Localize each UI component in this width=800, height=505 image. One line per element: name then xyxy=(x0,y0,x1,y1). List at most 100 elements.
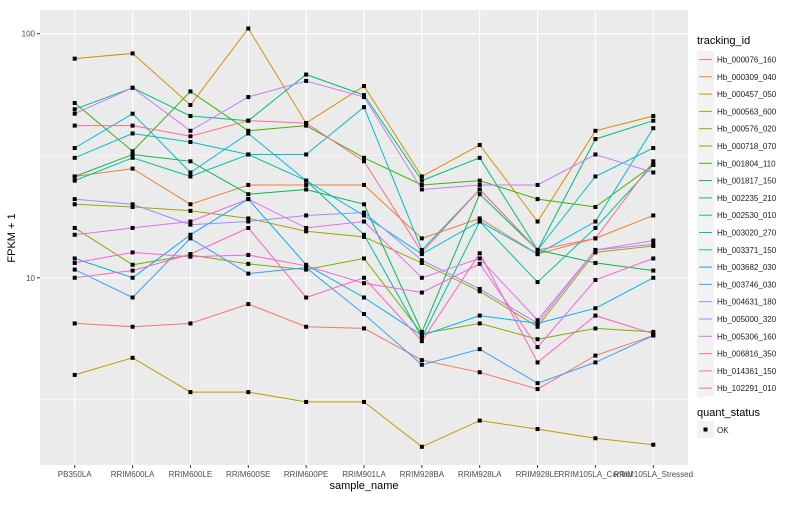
data-point xyxy=(72,123,77,128)
data-point xyxy=(593,225,598,230)
data-point xyxy=(477,155,482,160)
data-point xyxy=(593,260,598,265)
data-point xyxy=(188,89,193,94)
data-point xyxy=(188,390,193,395)
data-point xyxy=(535,219,540,224)
x-tick-label: RRIM928BA xyxy=(400,470,445,479)
data-point xyxy=(535,360,540,365)
x-tick-label: RRIM600LA xyxy=(111,470,155,479)
data-point xyxy=(477,289,482,294)
data-point xyxy=(188,128,193,133)
data-point xyxy=(362,95,366,100)
data-point xyxy=(419,187,424,192)
data-point xyxy=(130,295,135,300)
x-tick-label: RRIM901LA xyxy=(342,470,386,479)
data-point xyxy=(246,95,251,100)
data-point xyxy=(304,225,309,230)
legend-label: Hb_000076_160 xyxy=(717,56,777,65)
data-point xyxy=(362,213,366,218)
data-point xyxy=(72,256,77,261)
data-point xyxy=(246,182,251,187)
data-point xyxy=(246,197,251,202)
data-point xyxy=(304,295,309,300)
data-point xyxy=(419,290,424,295)
data-point xyxy=(362,159,366,164)
data-point xyxy=(362,275,366,280)
data-point xyxy=(419,260,424,265)
data-point xyxy=(72,178,77,183)
legend-label: Hb_014361_150 xyxy=(717,367,777,376)
data-point xyxy=(477,321,482,326)
x-tick-label: RRIM600SE xyxy=(226,470,270,479)
data-point xyxy=(246,131,251,136)
data-point xyxy=(535,324,540,329)
legend-label: Hb_000309_040 xyxy=(717,73,777,82)
data-point xyxy=(651,238,656,243)
data-point xyxy=(419,182,424,187)
data-point xyxy=(246,219,251,224)
data-point xyxy=(535,252,540,257)
data-point xyxy=(188,252,193,257)
x-tick-label: RRIM600LE xyxy=(169,470,213,479)
data-point xyxy=(651,213,656,218)
data-point xyxy=(651,256,656,261)
data-point xyxy=(362,295,366,300)
data-point xyxy=(188,159,193,164)
data-point xyxy=(477,187,482,192)
data-point xyxy=(130,262,135,267)
data-point xyxy=(72,56,77,61)
x-tick-label: RRIM105LA_Stressed xyxy=(613,470,693,479)
data-point xyxy=(188,219,193,224)
ok-point-icon xyxy=(703,427,708,432)
data-point xyxy=(477,182,482,187)
data-point xyxy=(130,225,135,230)
x-tick-label: RRIM928LE xyxy=(516,470,560,479)
x-tick-label: RRIM105LA_Control xyxy=(559,470,633,479)
data-point xyxy=(362,105,366,110)
data-point xyxy=(419,174,424,179)
data-point xyxy=(72,275,77,280)
data-point xyxy=(593,436,598,441)
data-point xyxy=(130,268,135,273)
data-point xyxy=(72,372,77,377)
data-point xyxy=(419,444,424,449)
data-point xyxy=(362,84,366,89)
data-point xyxy=(188,222,193,227)
data-point xyxy=(651,331,656,336)
data-point xyxy=(362,210,366,215)
data-point xyxy=(593,174,598,179)
data-point xyxy=(477,347,482,352)
legend-label: Hb_000576_020 xyxy=(717,125,777,134)
data-point xyxy=(535,247,540,252)
data-point xyxy=(304,399,309,404)
x-tick-label: RRIM928LA xyxy=(458,470,502,479)
data-point xyxy=(130,111,135,116)
data-point xyxy=(72,321,77,326)
x-tick-label: PB350LA xyxy=(58,470,92,479)
data-point xyxy=(246,216,251,221)
data-point xyxy=(72,197,77,202)
data-point xyxy=(304,229,309,234)
data-point xyxy=(72,107,77,112)
data-point xyxy=(362,256,366,261)
data-point xyxy=(593,219,598,224)
data-point xyxy=(188,139,193,144)
data-point xyxy=(362,155,366,160)
data-point xyxy=(593,353,598,358)
data-point xyxy=(130,123,135,128)
data-point xyxy=(72,100,77,105)
data-point xyxy=(130,202,135,207)
data-point xyxy=(651,159,656,164)
data-point xyxy=(477,418,482,423)
legend-label: Hb_004631_180 xyxy=(717,298,777,307)
data-point xyxy=(246,390,251,395)
data-point xyxy=(188,321,193,326)
data-point xyxy=(72,111,77,116)
legend-label: Hb_003746_030 xyxy=(717,280,777,289)
y-axis-title: FPKM + 1 xyxy=(6,213,18,262)
legend-label: Hb_102291_010 xyxy=(717,384,777,393)
legend-label: Hb_006816_350 xyxy=(717,350,777,359)
data-point xyxy=(419,275,424,280)
data-point xyxy=(304,187,309,192)
x-axis-title: sample_name xyxy=(329,480,398,492)
